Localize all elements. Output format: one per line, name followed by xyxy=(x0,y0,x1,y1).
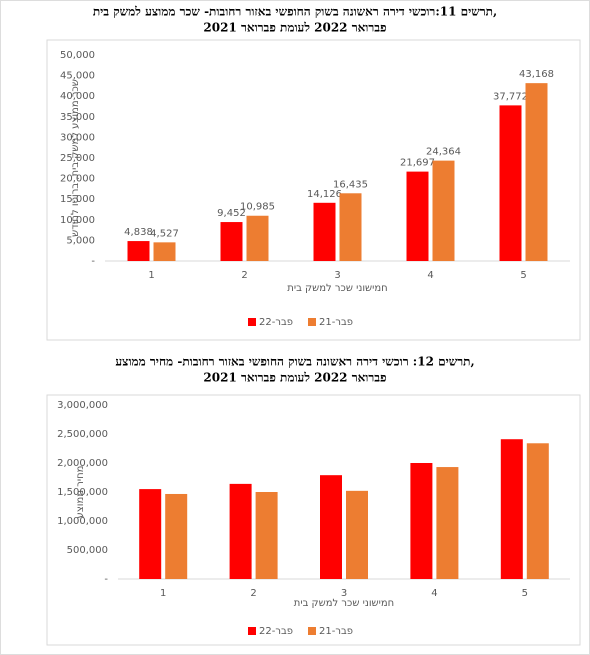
bar xyxy=(436,467,459,579)
x-tick-label: 2 xyxy=(241,270,247,281)
x-axis-label: חמישוני שכר למשק בית xyxy=(294,598,394,609)
x-tick-label: 5 xyxy=(522,588,528,599)
data-label: 4,527 xyxy=(150,228,179,239)
y-tick-label: 45,000 xyxy=(60,71,95,82)
y-tick-label: - xyxy=(104,574,108,585)
y-tick-label: 5,000 xyxy=(66,235,95,246)
bar xyxy=(525,83,548,261)
y-tick-label: 1,500,000 xyxy=(57,487,108,498)
x-tick-label: 3 xyxy=(334,270,340,281)
y-axis-label: שכר ממוצע למשק בית, ברוטו לחודש xyxy=(70,79,81,237)
y-tick-label: 35,000 xyxy=(60,112,95,123)
data-label: 43,168 xyxy=(519,69,554,80)
bar xyxy=(432,160,455,261)
chart-title: תרשים 12: רוכשי דירה ראשונה בשוק החופשי … xyxy=(115,355,474,369)
chart-title: תרשים 11:רוכשי דירה ראשונה בשוק החופשי ב… xyxy=(93,5,497,19)
legend-label: פבר-21 xyxy=(319,626,353,637)
legend-swatch xyxy=(248,627,256,635)
x-tick-label: 5 xyxy=(520,270,526,281)
y-tick-label: 1,000,000 xyxy=(57,516,108,527)
legend-label: פבר-22 xyxy=(259,626,293,637)
data-label: 21,697 xyxy=(400,158,435,169)
data-label: 37,772 xyxy=(493,91,528,102)
y-tick-label: 30,000 xyxy=(60,132,95,143)
y-tick-label: 20,000 xyxy=(60,174,95,185)
bar xyxy=(500,439,523,579)
data-label: 9,452 xyxy=(217,208,246,219)
y-tick-label: - xyxy=(91,256,95,267)
x-tick-label: 1 xyxy=(160,588,166,599)
chart-frame xyxy=(46,39,581,341)
data-label: 4,838 xyxy=(124,227,153,238)
x-tick-label: 3 xyxy=(341,588,347,599)
bar xyxy=(229,483,252,579)
data-label: 16,435 xyxy=(333,179,368,190)
bar xyxy=(255,492,278,579)
data-label: 14,126 xyxy=(307,189,342,200)
bar xyxy=(139,489,162,579)
data-label: 10,985 xyxy=(240,202,275,213)
bar xyxy=(153,242,176,261)
legend-label: פבר-21 xyxy=(319,317,353,328)
y-tick-label: 15,000 xyxy=(60,194,95,205)
y-axis-label: מחיר ממוצע xyxy=(75,466,86,519)
data-label: 24,364 xyxy=(426,147,461,158)
bar xyxy=(499,105,522,261)
y-tick-label: 50,000 xyxy=(60,50,95,61)
bar xyxy=(410,463,433,579)
bar xyxy=(339,193,362,261)
x-tick-label: 2 xyxy=(250,588,256,599)
y-tick-label: 40,000 xyxy=(60,91,95,102)
y-tick-label: 500,000 xyxy=(67,545,108,556)
y-tick-label: 25,000 xyxy=(60,153,95,164)
bar xyxy=(313,202,336,261)
bar xyxy=(165,493,188,579)
legend-swatch xyxy=(308,627,316,635)
y-tick-label: 2,000,000 xyxy=(57,458,108,469)
bar xyxy=(246,215,269,261)
legend-label: פבר-22 xyxy=(259,317,293,328)
bar xyxy=(320,475,342,579)
y-tick-label: 2,500,000 xyxy=(57,429,108,440)
legend-swatch xyxy=(308,318,316,326)
bar xyxy=(220,222,243,261)
bar xyxy=(346,490,368,579)
x-axis-label: חמישוני שכר למשק בית xyxy=(287,283,387,294)
x-tick-label: 4 xyxy=(431,588,437,599)
x-tick-label: 4 xyxy=(427,270,433,281)
x-tick-label: 1 xyxy=(148,270,154,281)
y-tick-label: 10,000 xyxy=(60,215,95,226)
chart-frame xyxy=(46,394,581,646)
bar xyxy=(406,171,429,261)
y-tick-label: 3,000,000 xyxy=(57,400,108,411)
bar xyxy=(127,241,150,261)
chart-subtitle: פברואר 2022 לעומת פברואר 2021 xyxy=(203,21,386,35)
bar xyxy=(526,443,549,579)
chart-subtitle: פברואר 2022 לעומת פברואר 2021 xyxy=(203,371,386,385)
legend-swatch xyxy=(248,318,256,326)
